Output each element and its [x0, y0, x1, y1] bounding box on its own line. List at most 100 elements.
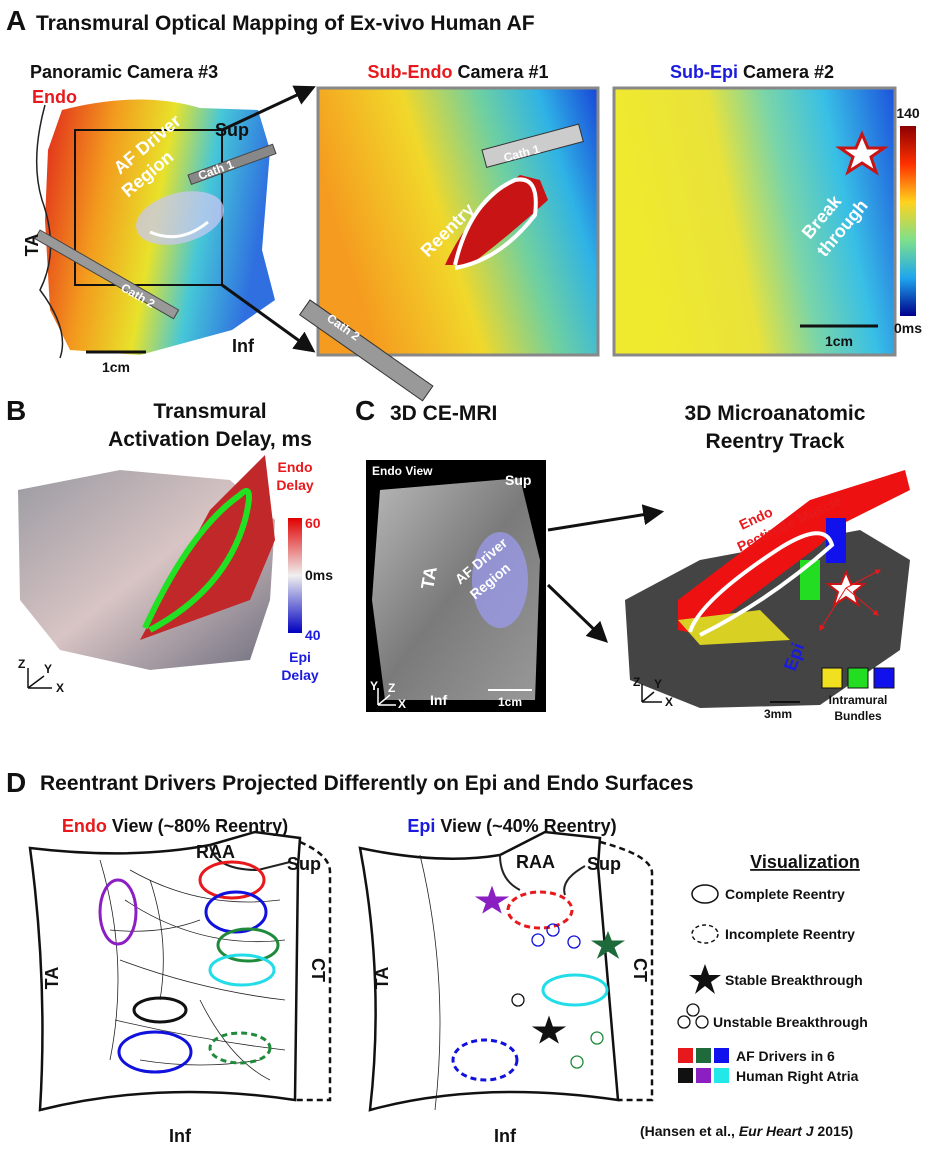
- legend-swatch: [678, 1068, 693, 1083]
- scale-label: 1cm: [498, 695, 522, 709]
- highlight: Sub-Epi: [670, 62, 738, 82]
- unstable-stars: [512, 924, 603, 1068]
- legend-swatch: [696, 1048, 711, 1063]
- label: Endo: [278, 459, 313, 475]
- arrow: [548, 585, 605, 640]
- legend-label: Intramural: [829, 693, 888, 707]
- colorbar-label: 0ms: [894, 320, 922, 336]
- axis-label: Y: [654, 677, 662, 691]
- legend-label: Unstable Breakthrough: [713, 1014, 868, 1030]
- legend-label: Incomplete Reentry: [725, 926, 855, 942]
- label: Inf: [494, 1126, 517, 1146]
- colorbar-label: 60: [305, 515, 321, 531]
- axis-label: X: [398, 697, 406, 711]
- panel-title: 3D Microanatomic: [685, 402, 866, 425]
- shape: [120, 960, 285, 1000]
- shape: [547, 924, 559, 936]
- panel-letter: D: [6, 767, 26, 798]
- shape: [200, 1000, 270, 1080]
- label: CT: [630, 958, 650, 982]
- shape: [696, 1016, 708, 1028]
- shape: [532, 934, 544, 946]
- label: TA: [372, 967, 392, 990]
- citation: (Hansen et al., Eur Heart J 2015): [640, 1123, 853, 1139]
- arrow: [222, 88, 312, 130]
- label: Sup: [287, 854, 321, 874]
- legend-swatch: [678, 1048, 693, 1063]
- legend-label: Human Right Atria: [736, 1068, 859, 1084]
- driver: [134, 998, 186, 1022]
- label: CT: [308, 958, 328, 982]
- panel-letter: A: [6, 5, 26, 36]
- label: Sup: [587, 854, 621, 874]
- legend-label: Stable Breakthrough: [725, 972, 863, 988]
- shape: [568, 936, 580, 948]
- label: Delay: [276, 477, 314, 493]
- label: Sup: [505, 472, 531, 488]
- highlight: Sub-Endo: [367, 62, 452, 82]
- panel-title: 3D CE-MRI: [390, 402, 497, 425]
- legend-icon: [678, 1004, 708, 1028]
- label: Inf: [430, 692, 447, 708]
- panel-title: Transmural Optical Mapping of Ex-vivo Hu…: [36, 12, 535, 35]
- colorbar-label: 40: [305, 627, 321, 643]
- legend-icon: [689, 964, 721, 994]
- rest: View (~40% Reentry): [440, 816, 616, 836]
- label: TA: [42, 967, 62, 990]
- star: [537, 1020, 561, 1040]
- shape: [678, 1016, 690, 1028]
- driver: [119, 1032, 191, 1072]
- shape: [150, 880, 163, 1000]
- label: TA: [417, 565, 441, 591]
- shape: [110, 920, 200, 931]
- colorbar: [288, 518, 302, 633]
- legend-label: Complete Reentry: [725, 886, 845, 902]
- shape: [591, 1032, 603, 1044]
- shape: [687, 1004, 699, 1016]
- panel-letter: B: [6, 395, 26, 426]
- image-title: Panoramic Camera #3: [30, 62, 218, 82]
- atrium-outline: [360, 832, 618, 1110]
- journal: Eur Heart J: [739, 1123, 815, 1139]
- legend-title: Visualization: [750, 852, 860, 872]
- driver: [543, 975, 607, 1005]
- scale-label: 3mm: [764, 707, 792, 721]
- driver: [453, 1040, 517, 1080]
- legend-swatch: [714, 1048, 729, 1063]
- citation-text: (Hansen et al.,: [640, 1123, 739, 1139]
- fibers: [100, 860, 285, 1080]
- panel-title: Activation Delay, ms: [108, 428, 312, 451]
- axis-label: Y: [370, 679, 378, 693]
- label: Endo: [32, 87, 77, 107]
- rest: Camera #1: [457, 62, 548, 82]
- legend-swatch: [696, 1068, 711, 1083]
- colorbar-label: 140: [896, 105, 920, 121]
- legend-swatch: [848, 668, 868, 688]
- axis-label: Z: [388, 681, 395, 695]
- driver: [508, 892, 572, 928]
- shape: [420, 855, 440, 1110]
- panel-title: Reentrant Drivers Projected Differently …: [40, 772, 694, 795]
- label: Delay: [281, 667, 319, 683]
- shape: [125, 900, 285, 942]
- colorbar: [900, 126, 916, 316]
- scale-label: 1cm: [825, 333, 853, 349]
- colorbar-label: 0ms: [305, 567, 333, 583]
- shape: [571, 1056, 583, 1068]
- driver: [100, 880, 136, 944]
- panel-letter: C: [355, 395, 375, 426]
- axis-label: Z: [18, 657, 25, 671]
- shape: [512, 994, 524, 1006]
- legend-icon: [692, 885, 718, 903]
- atrium-outline: [30, 832, 300, 1110]
- arrow: [548, 512, 660, 530]
- highlight: Endo: [62, 816, 107, 836]
- axis-label: X: [56, 681, 64, 695]
- label: Sup: [215, 120, 249, 140]
- legend-label: Bundles: [834, 709, 882, 723]
- label: Epi: [289, 649, 311, 665]
- legend-icon: [692, 925, 718, 943]
- label: RAA: [196, 842, 235, 862]
- label: Inf: [169, 1126, 192, 1146]
